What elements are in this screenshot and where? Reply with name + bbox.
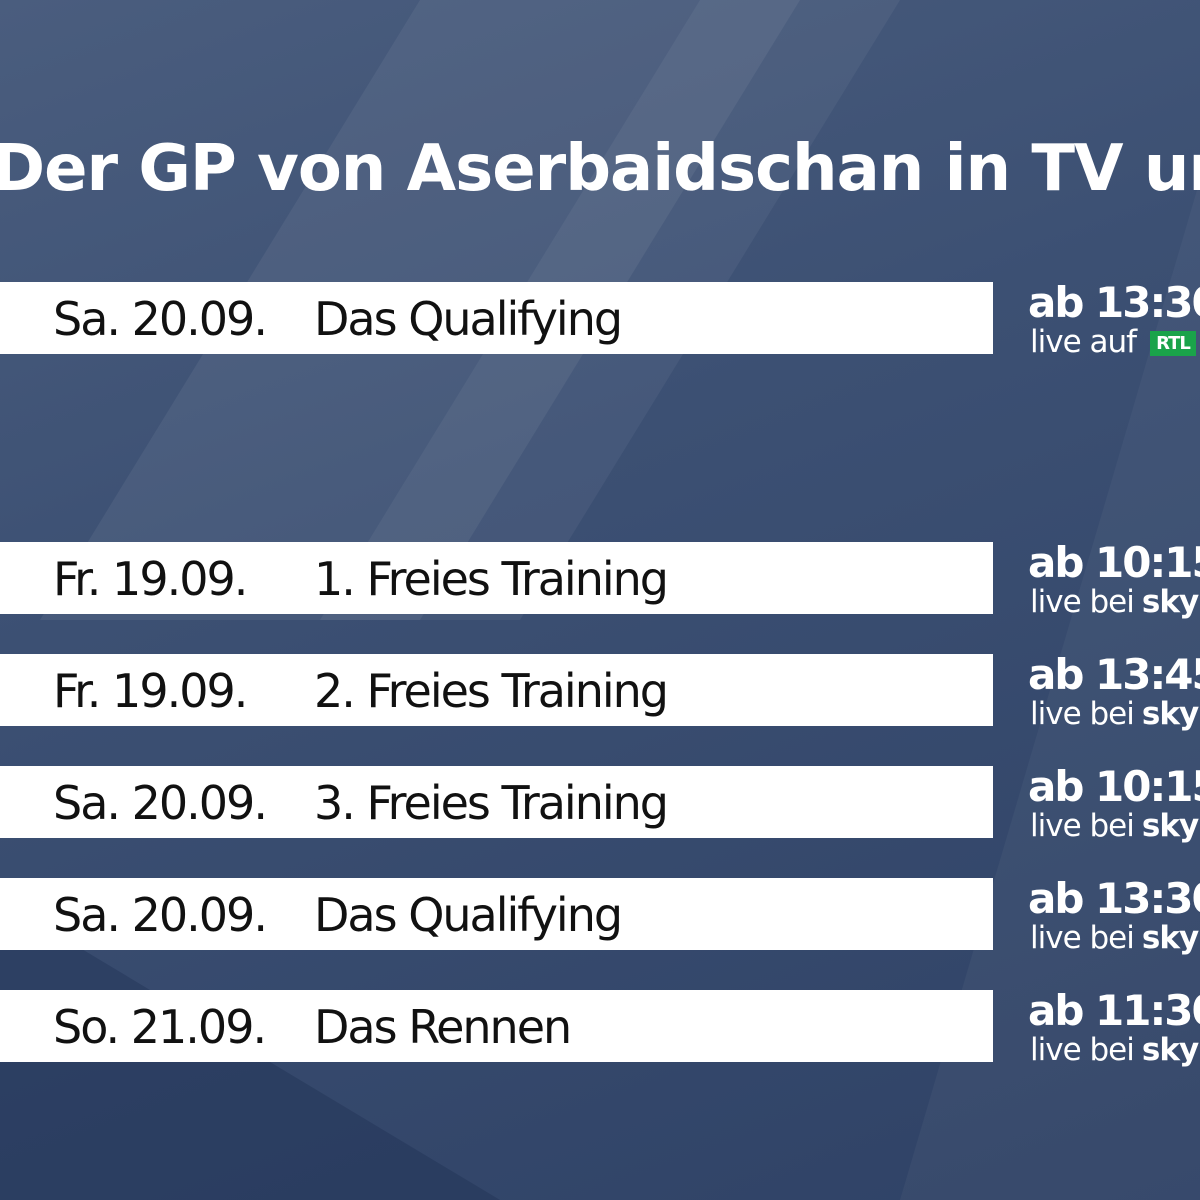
channel-prefix: live bei [1030, 920, 1135, 956]
channel-prefix: live bei [1030, 696, 1135, 732]
schedule-row: So. 21.09. Das Rennen [0, 990, 993, 1062]
event: 1. Freies Training [314, 552, 669, 606]
date: Sa. 20.09. [53, 292, 268, 346]
date: Fr. 19.09. [53, 664, 248, 718]
event: 3. Freies Training [314, 776, 669, 830]
time: ab 11:30 [1028, 986, 1200, 1035]
time: ab 10:15 [1028, 762, 1200, 811]
channel-prefix: live bei [1030, 584, 1135, 620]
channel-line: live auf RTL [1030, 324, 1196, 360]
schedule-row: Sa. 20.09. Das Qualifying [0, 282, 993, 354]
channel-line: live bei sky [1030, 808, 1199, 844]
event: Das Rennen [314, 1000, 572, 1054]
time: ab 13:30 [1028, 278, 1200, 327]
channel-logo: sky [1141, 584, 1199, 620]
event: 2. Freies Training [314, 664, 669, 718]
channel-line: live bei sky [1030, 1032, 1199, 1068]
channel-logo: RTL [1150, 331, 1196, 356]
channel-prefix: live auf [1030, 324, 1137, 360]
date: So. 21.09. [53, 1000, 267, 1054]
date: Sa. 20.09. [53, 888, 268, 942]
date: Sa. 20.09. [53, 776, 268, 830]
event: Das Qualifying [314, 888, 623, 942]
channel-line: live bei sky [1030, 584, 1199, 620]
channel-line: live bei sky [1030, 696, 1199, 732]
schedule-row: Fr. 19.09. 1. Freies Training [0, 542, 993, 614]
channel-logo: sky [1141, 696, 1199, 732]
time: ab 10:15 [1028, 538, 1200, 587]
channel-logo: sky [1141, 808, 1199, 844]
event: Das Qualifying [314, 292, 623, 346]
schedule-row: Sa. 20.09. 3. Freies Training [0, 766, 993, 838]
date: Fr. 19.09. [53, 552, 248, 606]
channel-logo: sky [1141, 1032, 1199, 1068]
channel-prefix: live bei [1030, 1032, 1135, 1068]
schedule-row: Fr. 19.09. 2. Freies Training [0, 654, 993, 726]
time: ab 13:45 [1028, 650, 1200, 699]
channel-logo: sky [1141, 920, 1199, 956]
channel-line: live bei sky [1030, 920, 1199, 956]
time: ab 13:30 [1028, 874, 1200, 923]
channel-prefix: live bei [1030, 808, 1135, 844]
schedule-row: Sa. 20.09. Das Qualifying [0, 878, 993, 950]
title: Der GP von Aserbaidschan in TV und [0, 132, 1200, 206]
